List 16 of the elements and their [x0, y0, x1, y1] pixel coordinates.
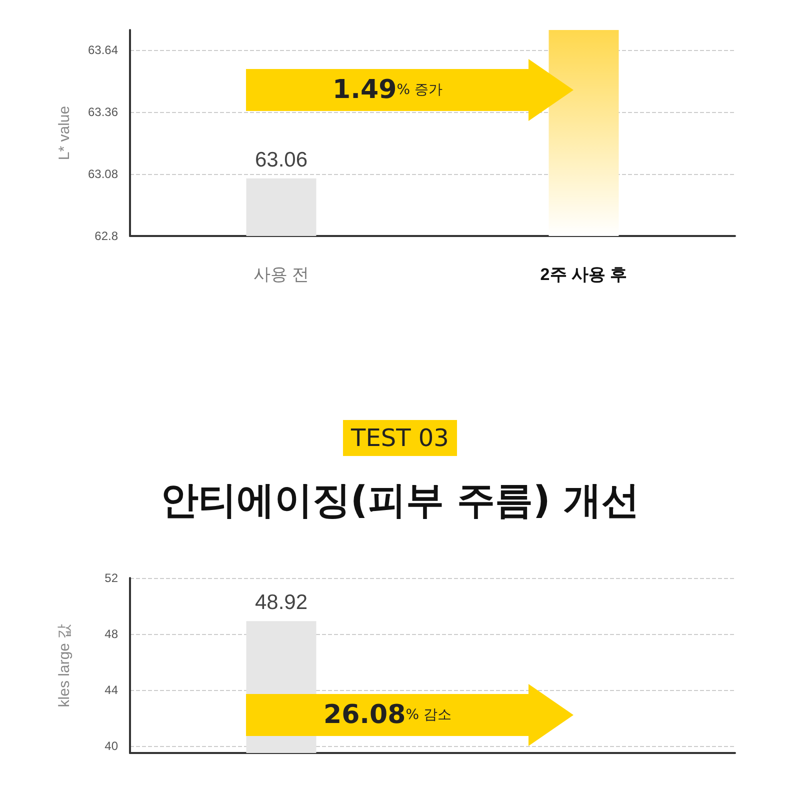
chart-subtitle: TEST 03	[343, 420, 457, 456]
chart-title: 안티에이징(피부 주름) 개선	[159, 477, 641, 524]
x-tick-label: 2주 사용 후	[540, 265, 628, 284]
y-tick-label: 44	[104, 683, 118, 697]
y-tick-label: 52	[104, 571, 118, 585]
y-axis-title: L* value	[56, 106, 73, 160]
y-tick-label: 62.8	[94, 229, 118, 243]
y-tick-label: 48	[104, 627, 118, 641]
x-tick-label: 사용 전	[253, 265, 310, 284]
y-tick-label: 63.08	[88, 166, 118, 181]
y-tick-label: 40	[104, 739, 118, 753]
y-tick-label: 63.64	[88, 42, 118, 57]
data-label: 63.06	[254, 148, 308, 172]
data-label: 48.92	[254, 591, 308, 614]
y-axis-title: kles large 값	[56, 624, 73, 708]
y-tick-label: 63.36	[88, 104, 118, 119]
